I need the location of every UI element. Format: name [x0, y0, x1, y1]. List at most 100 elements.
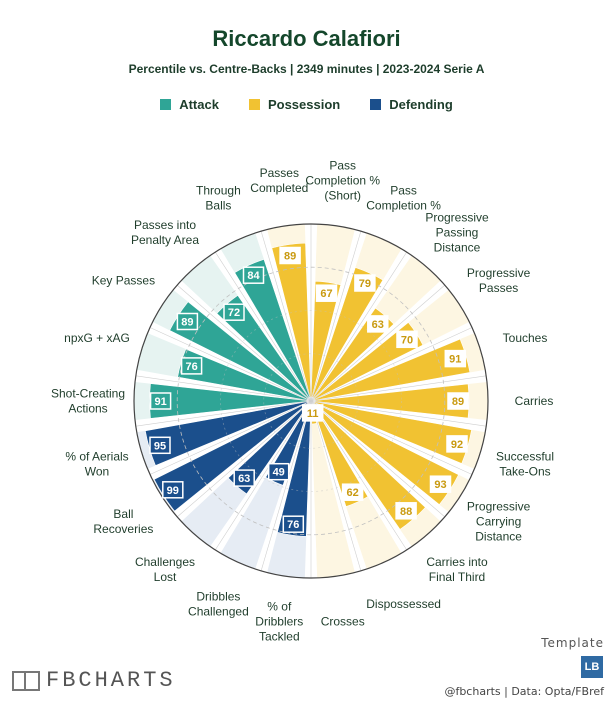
- category-label-dispossessed: Dispossessed: [366, 597, 441, 611]
- legend-label-defending: Defending: [389, 97, 453, 112]
- value-box-carries-into-final-third: [395, 502, 417, 520]
- value-label-pass-completion-short: 67: [320, 288, 332, 300]
- value-label-challenges-lost: 63: [238, 473, 250, 485]
- spoke-line: [149, 327, 312, 402]
- value-label-dispossessed: 62: [346, 487, 358, 499]
- spoke-line: [260, 400, 312, 571]
- value-label-touches: 91: [449, 354, 461, 366]
- category-label-through-balls: Through Balls: [196, 184, 241, 213]
- value-label-of-dribblers-tackled: 76: [287, 519, 299, 531]
- legend-swatch-attack: [160, 99, 172, 110]
- grid-ring-25: [263, 353, 359, 449]
- category-label-progressive-passing-distance: Progressive Passing Distance: [425, 211, 489, 255]
- category-label-shot-creating-actions: Shot-Creating Actions: [51, 387, 125, 416]
- value-label-through-balls: 84: [247, 270, 260, 282]
- spoke-line: [177, 284, 312, 402]
- value-label-passes-completed: 89: [284, 251, 296, 263]
- category-label-challenges-lost: Challenges Lost: [135, 555, 195, 584]
- gridlines: [133, 223, 489, 579]
- value-box-passes-completed: [279, 246, 301, 265]
- category-label-pass-completion: Pass Completion %: [366, 184, 441, 213]
- category-label-of-aerials-won: % of Aerials Won: [65, 449, 128, 478]
- legend-item-defending: Defending: [370, 97, 453, 112]
- value-label-successful-take-ons: 92: [451, 439, 463, 451]
- value-box-of-aerials-won: [149, 436, 171, 455]
- value-box-crosses: [301, 404, 324, 422]
- spoke-line: [310, 400, 362, 571]
- spoke-line: [310, 327, 473, 402]
- grid-ring-50: [220, 310, 402, 492]
- value-box-of-dribblers-tackled: [282, 515, 305, 533]
- chart-subtitle: Percentile vs. Centre-Backs | 2349 minut…: [128, 62, 485, 76]
- value-box-npxg-xag: [180, 357, 203, 375]
- value-box-through-balls: [242, 266, 265, 284]
- template-label: Template: [541, 636, 604, 650]
- category-label-successful-take-ons: Successful Take-Ons: [496, 449, 554, 478]
- category-label-ball-recoveries: Ball Recoveries: [93, 507, 153, 536]
- value-label-carries: 89: [452, 396, 464, 408]
- spoke-line: [135, 400, 312, 427]
- spoke-line: [149, 400, 312, 475]
- value-label-progressive-carrying-distance: 93: [434, 479, 446, 491]
- category-label-carries: Carries: [515, 394, 554, 408]
- value-label-of-aerials-won: 95: [154, 440, 166, 452]
- category-label-of-dribblers-tackled: % of Dribblers Tackled: [255, 600, 303, 644]
- value-labels: 67 79 63 70 91 89 92 93 88 62 11 76 49 63 99 95 91 76 89 72…: [149, 246, 469, 533]
- value-box-pass-completion-short: [315, 284, 338, 302]
- spoke-line: [135, 375, 312, 402]
- legend-label-possession: Possession: [267, 97, 341, 112]
- value-box-challenges-lost: [233, 469, 255, 487]
- value-label-passes-into-penalty-area: 72: [228, 307, 240, 319]
- legend-label-attack: Attack: [179, 97, 219, 112]
- category-label-passes-completed: Passes Completed: [250, 166, 308, 195]
- legend: Attack Possession Defending: [0, 97, 613, 112]
- value-box-dribbles-challenged: [267, 462, 290, 481]
- value-box-shot-creating-actions: [149, 392, 172, 410]
- spoke-line: [215, 400, 312, 551]
- value-label-ball-recoveries: 99: [167, 485, 179, 497]
- spoke-line: [310, 400, 487, 427]
- category-label-progressive-passes: Progressive Passes: [467, 266, 531, 295]
- value-label-dribbles-challenged: 49: [273, 467, 285, 479]
- value-box-progressive-passing-distance: [367, 315, 389, 333]
- value-box-dispossessed: [341, 483, 364, 501]
- legend-swatch-possession: [248, 99, 260, 110]
- category-label-passes-into-penalty-area: Passes into Penalty Area: [131, 218, 199, 247]
- legend-item-attack: Attack: [160, 97, 219, 112]
- outer-ring: [133, 223, 489, 579]
- category-label-progressive-carrying-distance: Progressive Carrying Distance: [467, 500, 531, 544]
- value-box-key-passes: [176, 312, 199, 331]
- spoke-line: [310, 284, 445, 402]
- value-box-progressive-passes: [396, 330, 418, 349]
- category-label-touches: Touches: [503, 331, 548, 345]
- value-box-passes-into-penalty-area: [223, 303, 245, 321]
- value-label-key-passes: 89: [181, 317, 193, 329]
- category-label-npxg-xag: npxG + xAG: [64, 331, 130, 345]
- spoke-line: [310, 231, 362, 402]
- value-label-pass-completion: 79: [359, 278, 371, 290]
- value-label-crosses: 11: [307, 408, 319, 420]
- pitch-icon: [12, 670, 40, 691]
- category-label-pass-completion-short: Pass Completion % (Short): [305, 158, 380, 202]
- spoke-line: [215, 251, 312, 402]
- category-label-key-passes: Key Passes: [92, 273, 155, 287]
- chart-title: Riccardo Calafiori: [212, 26, 401, 51]
- spoke-line: [310, 400, 445, 518]
- category-label-dribbles-challenged: Dribbles Challenged: [188, 589, 249, 618]
- category-labels: Pass Completion % (Short) Pass Completion %P…: [51, 158, 554, 643]
- value-box-progressive-carrying-distance: [429, 475, 452, 493]
- template-badge: LB: [581, 656, 603, 678]
- spoke-line: [310, 375, 487, 402]
- spoke-line: [310, 400, 473, 475]
- credits: @fbcharts | Data: Opta/FBref: [444, 685, 604, 698]
- value-box-touches: [444, 349, 467, 368]
- value-label-npxg-xag: 76: [185, 361, 197, 373]
- spoke-line: [310, 400, 407, 551]
- grid-ring-75: [176, 266, 446, 536]
- value-box-carries: [447, 392, 469, 410]
- spoke-line: [260, 231, 312, 402]
- value-box-ball-recoveries: [162, 481, 184, 499]
- legend-item-possession: Possession: [248, 97, 341, 112]
- category-label-carries-into-final-third: Carries into Final Third: [426, 555, 488, 584]
